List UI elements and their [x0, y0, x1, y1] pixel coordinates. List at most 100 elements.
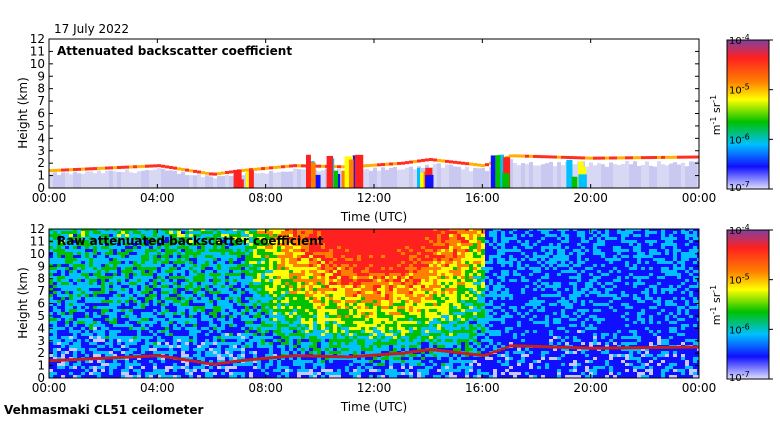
raw-cell: [209, 336, 213, 339]
raw-cell: [137, 303, 141, 306]
raw-cell: [213, 267, 217, 270]
raw-cell: [133, 318, 137, 321]
raw-cell: [365, 312, 369, 315]
raw-cell: [157, 336, 161, 339]
raw-cell: [309, 321, 313, 324]
raw-cell: [389, 366, 393, 369]
raw-cell: [301, 276, 305, 279]
raw-cell: [305, 282, 309, 285]
raw-cell: [225, 336, 229, 339]
raw-cell: [161, 372, 165, 375]
raw-cell: [269, 264, 273, 267]
raw-cell: [269, 288, 273, 291]
raw-cell: [77, 348, 81, 351]
raw-cell: [405, 360, 409, 363]
raw-cell: [149, 306, 153, 309]
raw-cell: [381, 339, 385, 342]
raw-cell: [293, 330, 297, 333]
raw-cell: [113, 336, 117, 339]
raw-cell: [297, 270, 301, 273]
cloud-base-cell: [57, 359, 61, 362]
raw-cell: [105, 321, 109, 324]
raw-cell: [377, 318, 381, 321]
raw-cell: [293, 306, 297, 309]
raw-cell: [117, 345, 121, 348]
raw-cell: [257, 300, 261, 303]
raw-cell: [57, 288, 61, 291]
haze-cell: [273, 173, 277, 188]
raw-cell: [313, 276, 317, 279]
raw-cell: [117, 342, 121, 345]
raw-cell: [101, 252, 105, 255]
raw-cell: [233, 291, 237, 294]
raw-cell: [81, 330, 85, 333]
raw-cell: [289, 342, 293, 345]
raw-cell: [81, 318, 85, 321]
raw-cell: [349, 351, 353, 354]
raw-cell: [277, 303, 281, 306]
raw-cell: [165, 366, 169, 369]
raw-cell: [53, 330, 57, 333]
raw-cell: [141, 267, 145, 270]
raw-cell: [137, 258, 141, 261]
raw-cell: [57, 261, 61, 264]
raw-cell: [285, 297, 289, 300]
raw-cell: [69, 297, 73, 300]
raw-cell: [101, 282, 105, 285]
raw-cell: [205, 273, 209, 276]
raw-cell: [141, 300, 145, 303]
cloud-base-cell: [389, 163, 393, 166]
raw-cell: [133, 261, 137, 264]
raw-cell: [333, 315, 337, 318]
raw-cell: [265, 336, 269, 339]
cloud-base-cell: [129, 165, 133, 168]
raw-cell: [277, 336, 281, 339]
raw-cell: [213, 279, 217, 282]
raw-cell: [225, 309, 229, 312]
raw-cell: [393, 261, 397, 264]
cloud-base-cell: [629, 156, 633, 159]
raw-cell: [357, 294, 361, 297]
raw-cell: [213, 288, 217, 291]
raw-cell: [269, 348, 273, 351]
raw-cell: [377, 252, 381, 255]
raw-cell: [105, 270, 109, 273]
raw-cell: [121, 249, 125, 252]
raw-cell: [93, 252, 97, 255]
raw-cell: [161, 309, 165, 312]
raw-cell: [305, 345, 309, 348]
raw-cell: [85, 258, 89, 261]
raw-cell: [209, 267, 213, 270]
raw-cell: [209, 351, 213, 354]
raw-cell: [221, 354, 225, 357]
raw-cell: [353, 258, 357, 261]
raw-cell: [377, 231, 381, 234]
raw-cell: [373, 294, 377, 297]
raw-cell: [389, 369, 393, 372]
raw-cell: [161, 321, 165, 324]
raw-cell: [89, 360, 93, 363]
raw-cell: [349, 339, 353, 342]
raw-cell: [261, 264, 265, 267]
raw-cell: [269, 294, 273, 297]
raw-cell: [301, 339, 305, 342]
raw-cell: [61, 303, 65, 306]
raw-cell: [261, 345, 265, 348]
raw-cell: [305, 291, 309, 294]
raw-cell: [121, 333, 125, 336]
y-tick-label: 11: [30, 44, 45, 58]
raw-cell: [193, 306, 197, 309]
raw-cell: [309, 276, 313, 279]
raw-cell: [129, 312, 133, 315]
raw-cell: [285, 372, 289, 375]
raw-cell: [109, 285, 113, 288]
raw-cell: [77, 267, 81, 270]
raw-cell: [281, 321, 285, 324]
raw-cell: [297, 312, 301, 315]
raw-cell: [65, 321, 69, 324]
raw-cell: [197, 255, 201, 258]
raw-cell: [273, 318, 277, 321]
raw-cell: [81, 273, 85, 276]
raw-cell: [353, 297, 357, 300]
raw-cell: [61, 348, 65, 351]
